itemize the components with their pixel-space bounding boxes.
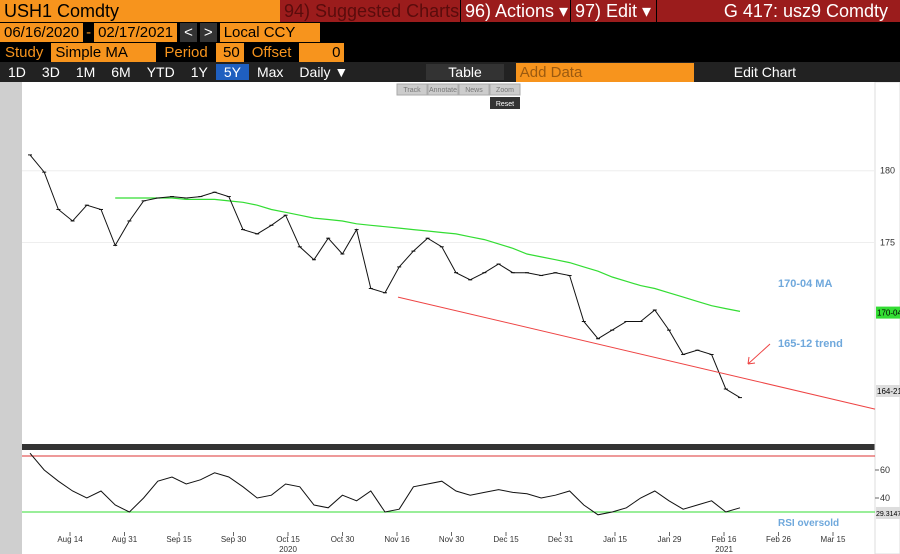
- x-tick-label: Nov 16: [384, 535, 410, 544]
- offset[interactable]: 0: [299, 43, 345, 62]
- x-tick-label: Feb 26: [766, 535, 791, 544]
- prev[interactable]: <: [180, 23, 197, 42]
- oversold-annotation: RSI oversold: [778, 518, 839, 529]
- rsi-tick-label: 60: [880, 465, 890, 475]
- price-badge: [876, 385, 900, 398]
- x-tick-label: Mar 15: [821, 535, 846, 544]
- study-name[interactable]: Simple MA: [51, 43, 157, 62]
- toolbar: 1D 3D 1M 6M YTD 1Y 5Y Max Daily ▼ Table Add Dat…: [0, 62, 900, 82]
- actions-menu[interactable]: 96) Actions ▾: [460, 0, 570, 22]
- period-button[interactable]: 1Y: [190, 64, 208, 80]
- start-date[interactable]: 06/16/2020: [0, 23, 84, 42]
- mini-tool: [427, 83, 459, 96]
- x-tick-label: Aug 31: [112, 535, 138, 544]
- period-button[interactable]: 1M: [75, 64, 96, 80]
- period-button[interactable]: 6M: [111, 64, 131, 80]
- rsi-line: [29, 452, 741, 516]
- title-bar: USH1 Comdty 94) Suggested Charts 96) Act…: [0, 0, 900, 22]
- x-tick-label: Dec 31: [548, 535, 574, 544]
- table-button[interactable]: Table: [426, 64, 504, 80]
- pane-divider: [22, 444, 900, 450]
- reset-button: [490, 97, 520, 109]
- mini-tool-label: News: [465, 87, 483, 94]
- x-tick-label: Oct 15: [276, 535, 300, 544]
- currency[interactable]: Local CCY: [219, 23, 320, 42]
- rsi-badge: [876, 506, 900, 519]
- mini-toolbar: Track Annotate News Zoom: [396, 83, 521, 96]
- study-bar: Study Simple MA Period 50 Offset 0: [0, 43, 900, 62]
- period-button[interactable]: YTD: [146, 64, 175, 80]
- rsi-tick-label: 40: [880, 493, 890, 503]
- add-data[interactable]: Add Data: [515, 62, 694, 82]
- rsi-badge-label: 29.3147: [876, 511, 900, 518]
- period-label: Period: [164, 44, 208, 61]
- period[interactable]: 50: [215, 43, 244, 62]
- mini-tool: [489, 83, 521, 96]
- x-tick-label: Dec 15: [493, 535, 519, 544]
- x-tick-label: Oct 30: [331, 535, 355, 544]
- mini-tool-label: Annotate: [429, 87, 457, 94]
- ma-line: [115, 197, 741, 312]
- study-label: Study: [5, 44, 44, 61]
- trend-arrow: [747, 343, 771, 365]
- next[interactable]: >: [199, 23, 217, 42]
- x-tick-label: Nov 30: [439, 535, 465, 544]
- dash: -: [86, 24, 92, 41]
- ma-annotation: 170-04 MA: [778, 278, 832, 290]
- plot-bg: [22, 82, 900, 554]
- edit-chart[interactable]: Edit Chart: [733, 64, 797, 80]
- x-tick-label: Sep 30: [221, 535, 247, 544]
- edit-menu[interactable]: 97) Edit ▾: [570, 0, 656, 22]
- security: G 417: usz9 Comdty: [656, 0, 900, 22]
- mini-tool: [396, 83, 428, 96]
- reset-label: Reset: [496, 101, 514, 108]
- periods: 1D 3D 1M 6M YTD 1Y 5Y Max: [0, 64, 291, 80]
- range-bar: 06/16/2020 - 02/17/2021 < > Local CCY: [0, 23, 900, 42]
- offset-label: Offset: [251, 44, 292, 61]
- period-button[interactable]: 5Y: [215, 64, 249, 80]
- y-tick-label: 175: [880, 238, 895, 248]
- trend-annotation: 165-12 trend: [778, 338, 843, 350]
- x-tick-label: Jan 15: [603, 535, 628, 544]
- x-tick-label: Sep 15: [166, 535, 192, 544]
- side-toolbar: [0, 82, 22, 554]
- year-label: 2020: [279, 545, 297, 554]
- x-tick-label: Feb 16: [712, 535, 737, 544]
- price-badge-label: 164-21: [877, 387, 900, 396]
- y-tick-label: 180: [880, 166, 895, 176]
- ticker[interactable]: USH1 Comdty: [0, 0, 280, 22]
- mini-tool-label: Track: [403, 87, 421, 94]
- year-label: 2021: [715, 545, 733, 554]
- period-button[interactable]: Max: [256, 64, 284, 80]
- price-badge-label: 170-04: [877, 309, 900, 318]
- mini-tool: [458, 83, 490, 96]
- chart: Track Annotate News Zoom Reset 175 180 170-04 M…: [0, 82, 900, 554]
- period-button[interactable]: 3D: [41, 64, 60, 80]
- period-button[interactable]: 1D: [8, 64, 26, 80]
- suggested-charts[interactable]: 94) Suggested Charts: [280, 0, 460, 22]
- x-tick-label: Jan 29: [657, 535, 682, 544]
- frequency[interactable]: Daily ▼: [299, 64, 349, 80]
- x-tick-label: Aug 14: [57, 535, 83, 544]
- end-date[interactable]: 02/17/2021: [94, 23, 178, 42]
- mini-tool-label: Zoom: [496, 87, 514, 94]
- trend-line: [397, 296, 876, 410]
- price-badge: [876, 306, 900, 319]
